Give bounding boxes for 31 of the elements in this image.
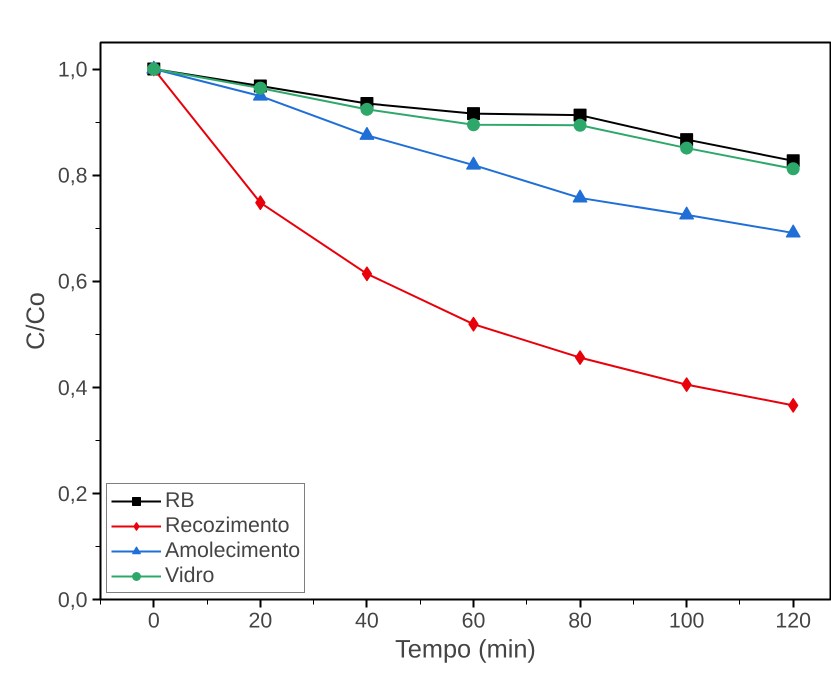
x-tick-label: 40: [355, 608, 379, 632]
point: [681, 377, 692, 392]
x-tick-label: 0: [148, 608, 160, 632]
point: [254, 82, 267, 95]
y-tick-label: 0,2: [58, 482, 88, 506]
x-tick-label: 100: [668, 608, 705, 632]
point: [466, 118, 480, 132]
legend-label: Recozimento: [165, 513, 290, 538]
x-tick-label: 80: [568, 608, 592, 632]
legend-label: RB: [165, 488, 195, 513]
point: [362, 266, 372, 282]
point: [360, 102, 374, 116]
y-tick-label: 1,0: [58, 58, 88, 82]
x-tick-label: 120: [775, 608, 812, 632]
x-tick-label: 60: [462, 608, 486, 632]
y-tick-label: 0,4: [58, 376, 88, 400]
point: [255, 195, 266, 210]
y-tick-label: 0,8: [58, 164, 88, 188]
legend-label: Amolecimento: [165, 538, 300, 563]
point: [466, 107, 480, 120]
point: [786, 162, 800, 176]
x-tick-label: 20: [248, 608, 272, 632]
x-axis-title: Tempo (min): [395, 636, 536, 664]
legend-label: Vidro: [165, 563, 214, 588]
y-tick-label: 0,6: [58, 270, 88, 294]
point: [574, 350, 586, 366]
point: [468, 316, 479, 332]
point: [574, 118, 587, 132]
point: [680, 142, 694, 155]
y-axis-title: C/Co: [22, 292, 50, 350]
y-tick-label: 0,0: [58, 588, 88, 612]
